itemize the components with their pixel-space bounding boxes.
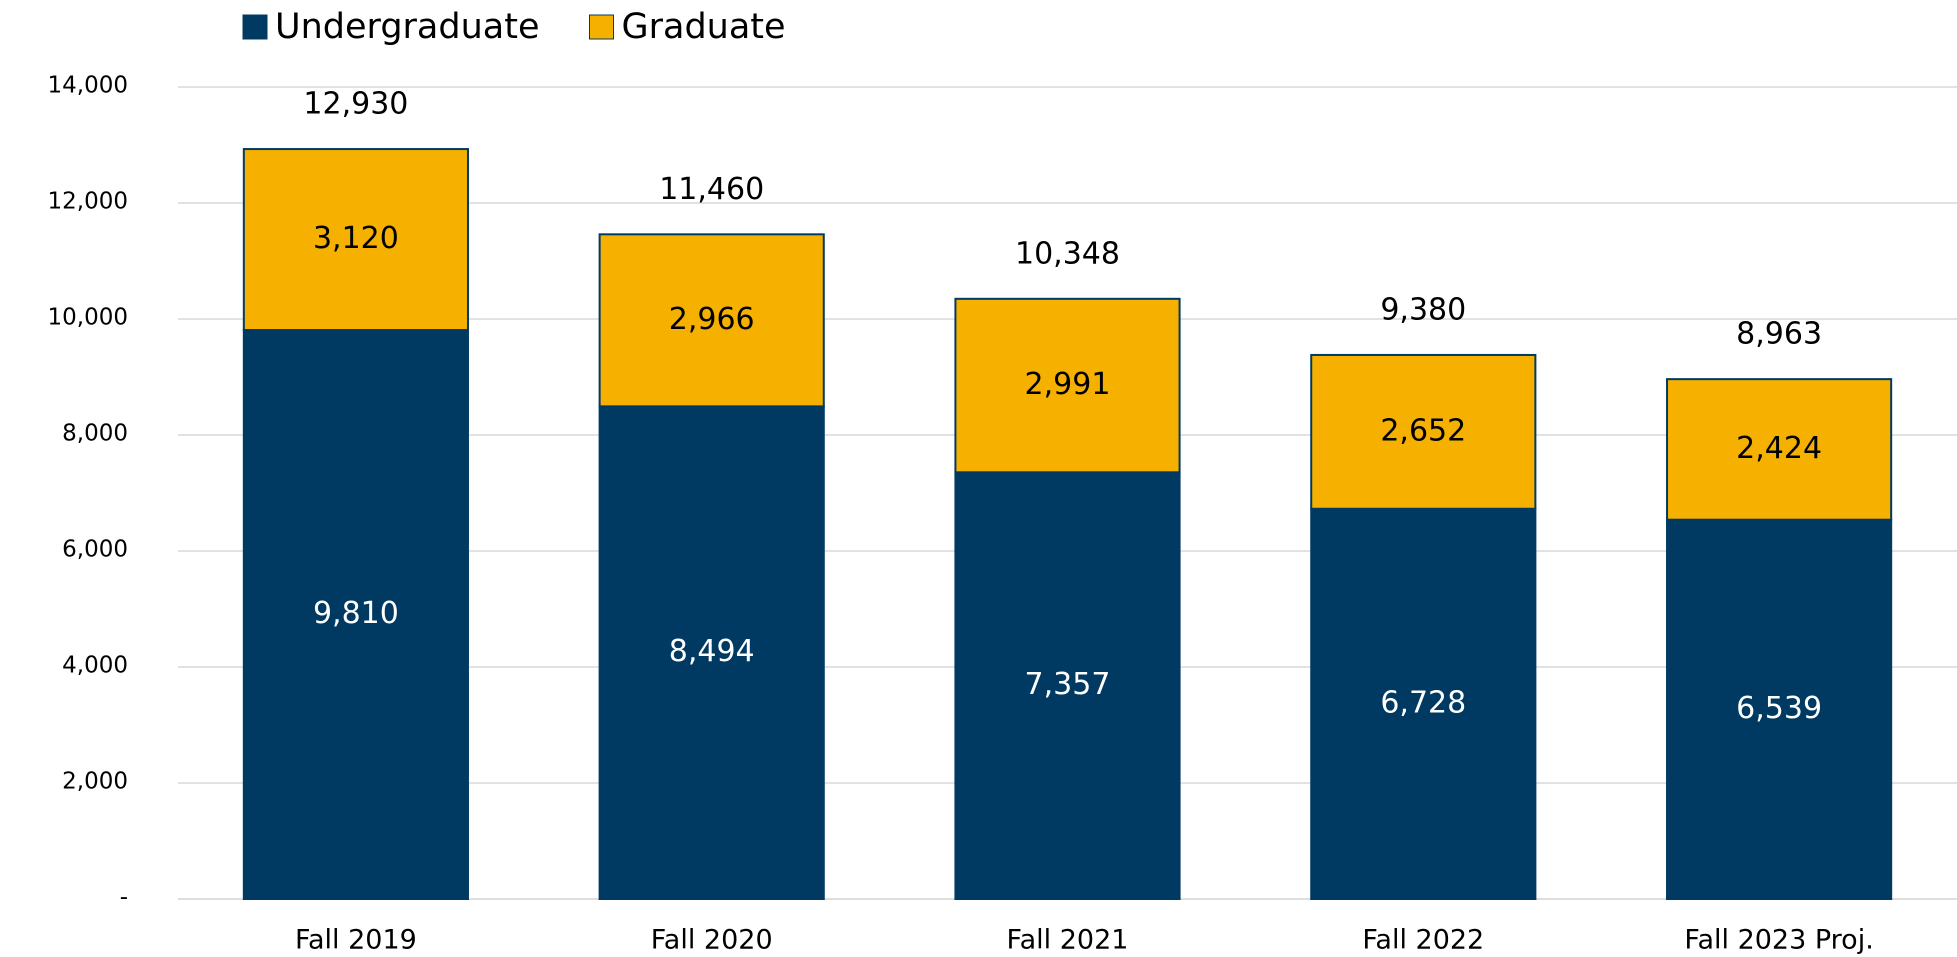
legend-swatch — [242, 14, 268, 40]
value-label: 3,120 — [313, 221, 399, 256]
bar-segment — [242, 148, 469, 332]
x-tick-label: Fall 2023 Proj. — [1684, 925, 1873, 956]
bar-segment — [954, 297, 1181, 474]
bar-segment — [1666, 378, 1893, 521]
total-label: 8,963 — [1736, 317, 1822, 352]
total-label: 10,348 — [1015, 236, 1120, 271]
legend-label: Undergraduate — [275, 7, 539, 47]
y-tick-label: 8,000 — [62, 421, 128, 447]
total-label: 9,380 — [1380, 292, 1466, 327]
value-label: 6,539 — [1736, 691, 1822, 726]
value-label: 9,810 — [313, 596, 399, 631]
y-tick-label: 14,000 — [48, 73, 128, 99]
legend-swatch — [588, 14, 614, 40]
y-tick-label: - — [120, 885, 128, 911]
value-label: 2,424 — [1736, 431, 1822, 466]
bar-segment — [1666, 518, 1893, 900]
legend-label: Graduate — [621, 7, 785, 47]
x-tick-label: Fall 2020 — [651, 925, 773, 956]
value-label: 2,991 — [1025, 367, 1111, 402]
y-tick-label: 4,000 — [62, 653, 128, 679]
value-label: 7,357 — [1025, 667, 1111, 702]
bar-segment — [598, 405, 825, 900]
x-tick-label: Fall 2019 — [295, 925, 417, 956]
x-tick-label: Fall 2022 — [1362, 925, 1484, 956]
x-tick-label: Fall 2021 — [1007, 925, 1129, 956]
bar-segment — [242, 329, 469, 900]
bar-segment — [954, 471, 1181, 900]
y-tick-label: 10,000 — [48, 305, 128, 331]
value-label: 2,652 — [1380, 413, 1466, 448]
value-label: 8,494 — [669, 634, 755, 669]
total-label: 12,930 — [303, 87, 408, 122]
bar-segment — [1310, 353, 1537, 510]
total-label: 11,460 — [659, 172, 764, 207]
value-label: 2,966 — [669, 302, 755, 337]
bar-segment — [598, 233, 825, 408]
y-tick-label: 6,000 — [62, 537, 128, 563]
value-label: 6,728 — [1380, 685, 1466, 720]
y-tick-label: 2,000 — [62, 769, 128, 795]
y-tick-label: 12,000 — [48, 189, 128, 215]
